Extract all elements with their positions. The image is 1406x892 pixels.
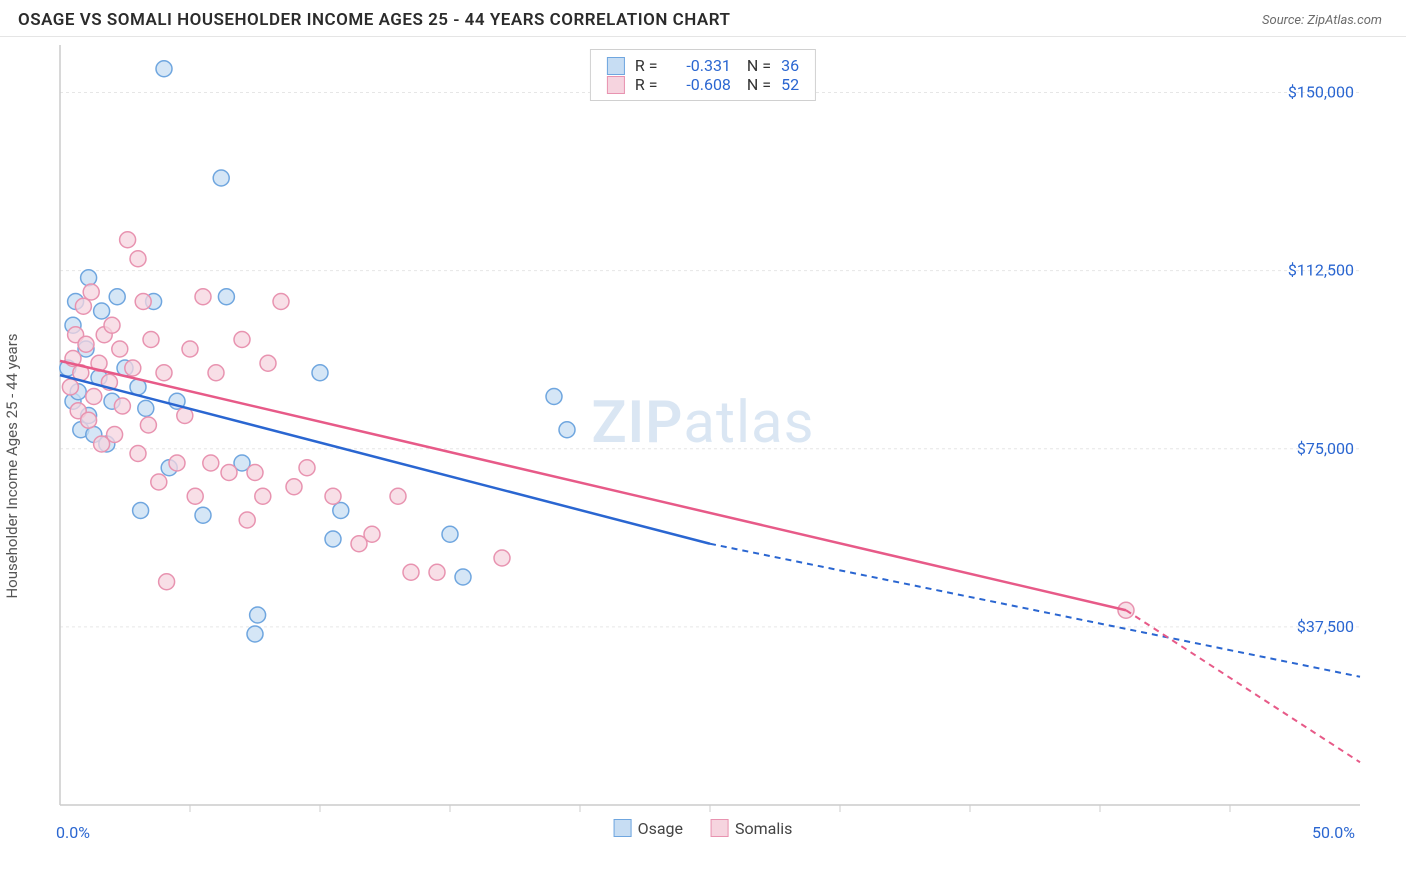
svg-text:$112,500: $112,500 xyxy=(1288,261,1354,280)
n-label: N = xyxy=(747,75,771,94)
somalis-n-value: 52 xyxy=(781,75,799,94)
legend-row-osage: R = -0.331 N = 36 xyxy=(607,56,799,75)
osage-swatch-icon xyxy=(614,819,632,837)
somalis-r-value: -0.608 xyxy=(671,75,731,94)
r-label: R = xyxy=(635,75,661,94)
y-axis-label: Householder Income Ages 25 - 44 years xyxy=(3,333,21,598)
n-label: N = xyxy=(747,56,771,75)
chart-title: OSAGE VS SOMALI HOUSEHOLDER INCOME AGES … xyxy=(18,10,730,30)
legend-item-osage: Osage xyxy=(614,819,683,838)
series-legend: Osage Somalis xyxy=(614,819,793,838)
osage-label: Osage xyxy=(638,819,683,838)
svg-text:$75,000: $75,000 xyxy=(1297,439,1354,458)
source-label: Source: ZipAtlas.com xyxy=(1262,13,1382,28)
scatter-plot: $37,500 $75,000 $112,500 $150,000 xyxy=(0,37,1380,865)
correlation-legend: R = -0.331 N = 36 R = -0.608 N = 52 xyxy=(590,49,816,101)
chart-area: Householder Income Ages 25 - 44 years ZI… xyxy=(0,37,1406,877)
legend-item-somalis: Somalis xyxy=(711,819,792,838)
svg-text:$150,000: $150,000 xyxy=(1288,83,1354,102)
legend-row-somalis: R = -0.608 N = 52 xyxy=(607,75,799,94)
somalis-swatch xyxy=(607,76,625,94)
somalis-swatch-icon xyxy=(711,819,729,837)
somalis-label: Somalis xyxy=(735,819,792,838)
osage-r-value: -0.331 xyxy=(671,56,731,75)
r-label: R = xyxy=(635,56,661,75)
x-axis-min-label: 0.0% xyxy=(56,823,90,842)
osage-n-value: 36 xyxy=(781,56,799,75)
osage-swatch xyxy=(607,57,625,75)
x-axis-max-label: 50.0% xyxy=(1312,823,1355,842)
header: OSAGE VS SOMALI HOUSEHOLDER INCOME AGES … xyxy=(0,0,1406,37)
svg-text:$37,500: $37,500 xyxy=(1297,617,1354,636)
